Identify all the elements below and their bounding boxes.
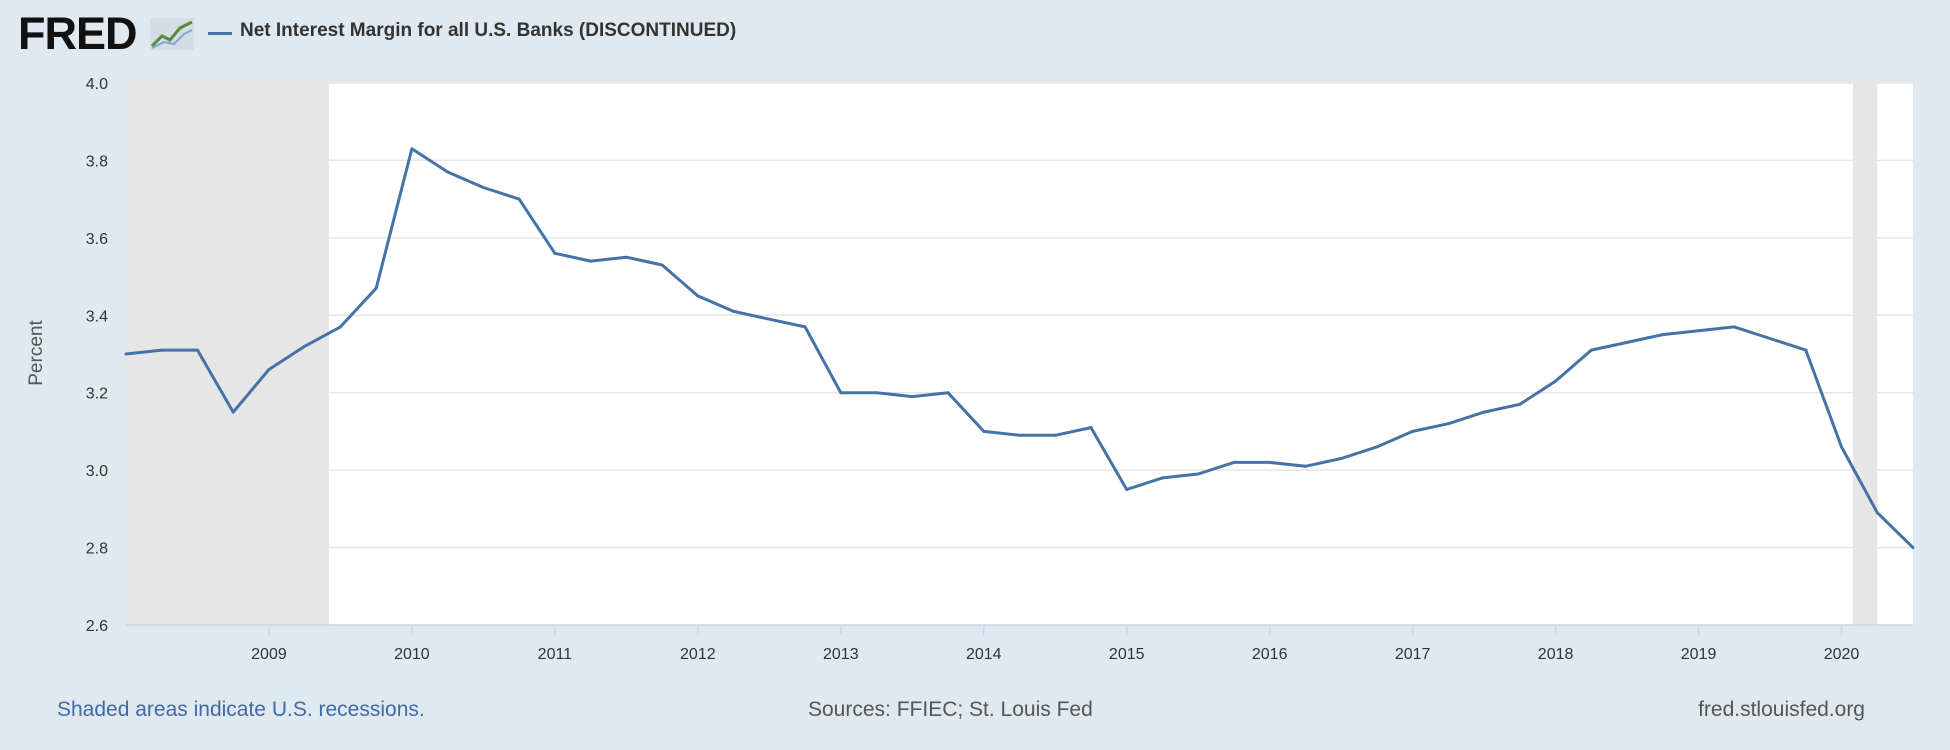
data-point <box>1446 422 1450 426</box>
data-point <box>1303 464 1307 468</box>
data-point <box>1196 472 1200 476</box>
data-point <box>660 263 664 267</box>
x-tick-label: 2013 <box>823 646 859 663</box>
data-point <box>1697 329 1701 333</box>
legend-swatch <box>208 32 232 35</box>
x-tick-label: 2019 <box>1681 646 1717 663</box>
data-point <box>803 325 807 329</box>
site-link[interactable]: fred.stlouisfed.org <box>1698 698 1865 721</box>
data-point <box>1875 511 1879 515</box>
data-point <box>1840 445 1844 449</box>
data-point <box>1768 337 1772 341</box>
data-point <box>517 197 521 201</box>
data-point <box>589 259 593 263</box>
x-tick-label: 2015 <box>1109 646 1145 663</box>
data-point <box>1160 476 1164 480</box>
data-point <box>982 429 986 433</box>
plot-area <box>126 83 1913 625</box>
data-point <box>338 325 342 329</box>
recession-note: Shaded areas indicate U.S. recessions. <box>57 698 425 721</box>
data-point <box>1232 460 1236 464</box>
y-tick-label: 3.0 <box>86 463 108 480</box>
data-point <box>481 186 485 190</box>
data-point <box>1089 426 1093 430</box>
data-point <box>696 294 700 298</box>
sources-text: Sources: FFIEC; St. Louis Fed <box>808 698 1093 721</box>
data-point <box>1911 546 1915 550</box>
data-point <box>553 251 557 255</box>
data-point <box>1625 340 1629 344</box>
x-tick-label: 2012 <box>680 646 716 663</box>
data-point <box>767 317 771 321</box>
x-tick-label: 2020 <box>1824 646 1860 663</box>
data-point <box>1268 460 1272 464</box>
x-tick-label: 2010 <box>394 646 430 663</box>
x-tick-label: 2011 <box>538 646 573 663</box>
y-tick-label: 3.2 <box>86 386 108 403</box>
recession-band-0 <box>126 83 330 625</box>
y-axis-label: Percent <box>26 320 47 386</box>
data-point <box>1411 429 1415 433</box>
y-tick-label: 2.8 <box>86 541 108 558</box>
y-tick-label: 4.0 <box>86 76 108 93</box>
data-point <box>160 348 164 352</box>
data-point <box>195 348 199 352</box>
data-point <box>267 367 271 371</box>
y-tick-label: 2.6 <box>86 618 108 635</box>
data-point <box>1053 433 1057 437</box>
data-point <box>1518 402 1522 406</box>
x-tick-label: 2014 <box>966 646 1002 663</box>
recession-band-1 <box>1852 83 1878 625</box>
data-point <box>1732 325 1736 329</box>
x-tick-label: 2016 <box>1252 646 1288 663</box>
y-tick-label: 3.8 <box>86 153 108 170</box>
data-point <box>1804 348 1808 352</box>
data-point <box>839 391 843 395</box>
data-point <box>124 352 128 356</box>
fred-logo[interactable]: FRED <box>18 8 137 59</box>
data-point <box>875 391 879 395</box>
data-point <box>410 147 414 151</box>
data-point <box>446 170 450 174</box>
data-point <box>1339 457 1343 461</box>
data-point <box>1018 433 1021 437</box>
data-point <box>624 255 628 259</box>
y-tick-label: 3.6 <box>86 231 108 248</box>
data-point <box>1125 488 1129 491</box>
data-point <box>946 391 950 395</box>
y-tick-label: 3.4 <box>86 308 108 325</box>
data-point <box>303 344 307 348</box>
legend-label: Net Interest Margin for all U.S. Banks (… <box>240 20 737 41</box>
data-point <box>1482 410 1486 414</box>
x-tick-label: 2009 <box>251 646 287 663</box>
data-point <box>732 309 736 313</box>
data-point <box>374 286 378 290</box>
data-point <box>231 410 235 414</box>
data-point <box>1375 445 1379 449</box>
data-point <box>1554 379 1558 383</box>
trend-line-icon <box>150 18 194 55</box>
x-tick-label: 2017 <box>1395 646 1431 663</box>
data-point <box>1661 333 1665 337</box>
x-tick-label: 2018 <box>1538 646 1574 663</box>
data-point <box>1589 348 1593 352</box>
data-point <box>910 395 914 399</box>
